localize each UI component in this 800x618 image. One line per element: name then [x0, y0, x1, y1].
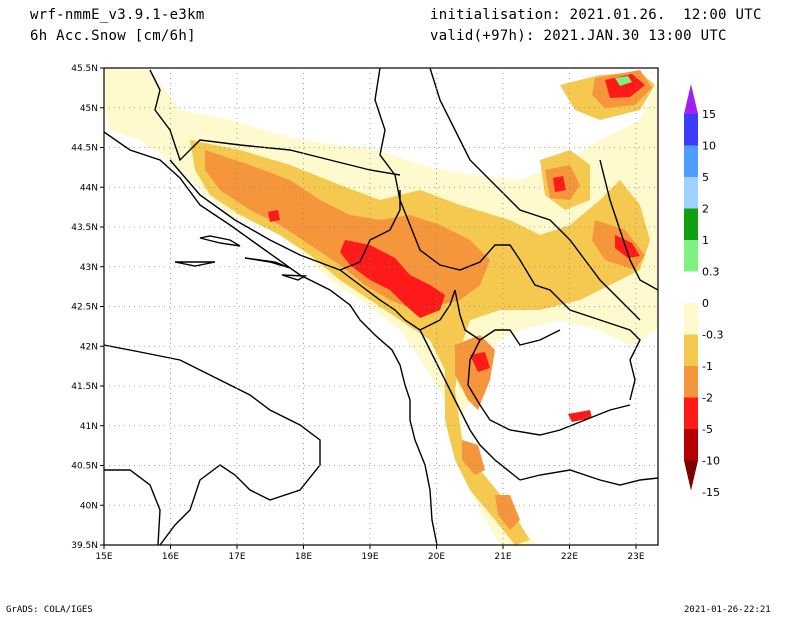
- snow-area-red-ne: [605, 74, 645, 98]
- colorbar-label: 0: [702, 297, 709, 310]
- montenegro-border: [339, 269, 456, 331]
- lon-axis: 15E 16E 17E 18E 19E 20E 21E 22E 23E: [95, 545, 645, 562]
- lon-tick-label: 19E: [361, 552, 378, 562]
- valid-time: valid(+97h): 2021.JAN.30 13:00 UTC: [430, 28, 727, 44]
- lat-tick-label: 44.5N: [71, 144, 98, 154]
- lon-tick-label: 23E: [627, 552, 644, 562]
- snow-area-green-ne: [615, 76, 632, 86]
- lat-tick-label: 39.5N: [71, 541, 98, 551]
- snow-area-orange: [205, 150, 490, 310]
- colorbar-label: -2: [702, 392, 713, 405]
- snow-area-red-s: [470, 352, 490, 372]
- serbia-border: [374, 67, 641, 401]
- island-4: [281, 274, 308, 281]
- colorbar-segment: [684, 177, 698, 209]
- colorbar-label: -0.3: [702, 329, 723, 342]
- island-2: [244, 257, 291, 269]
- colorbar-segment: [684, 240, 698, 272]
- coastlines-borders: [103, 67, 659, 546]
- lon-tick-label: 22E: [561, 552, 578, 562]
- colorbar-segment: [684, 366, 698, 398]
- colorbar-segment: [684, 208, 698, 240]
- colorbar-segment: [684, 271, 698, 303]
- snow-area-orange-south: [495, 495, 520, 530]
- colorbar-segment: [684, 303, 698, 335]
- italy-coast: [103, 344, 321, 546]
- kosovo-border: [454, 289, 561, 346]
- serbia-north: [429, 67, 641, 321]
- lon-tick-label: 18E: [295, 552, 312, 562]
- colorbar-label: 15: [702, 108, 716, 121]
- credit-label: GrADS: COLA/IGES: [6, 605, 93, 615]
- lat-tick-label: 45.5N: [71, 64, 98, 74]
- colorbar-bottom-arrow: [684, 460, 698, 491]
- model-title: wrf-nmmE_v3.9.1-e3km: [30, 7, 205, 23]
- colorbar-label: -15: [702, 486, 720, 499]
- colorbar-segment: [684, 145, 698, 177]
- field-title: 6h Acc.Snow [cm/6h]: [30, 28, 196, 44]
- lon-tick-label: 21E: [494, 552, 511, 562]
- colorbar-label: 10: [702, 140, 716, 153]
- snow-area-red-e2: [615, 235, 640, 258]
- lat-tick-label: 42.5N: [71, 303, 98, 313]
- lon-tick-label: 16E: [162, 552, 179, 562]
- lat-axis: 45.5N 45N 44.5N 44N 43.5N 43N 42.5N 42N 41.5N 41N…: [71, 64, 104, 551]
- snow-area-red-e: [553, 176, 566, 192]
- greece-border: [519, 469, 659, 486]
- colorbar-segment: [684, 429, 698, 461]
- colorbar-segment: [684, 114, 698, 146]
- colorbar-label: -1: [702, 360, 713, 373]
- lat-tick-label: 43.5N: [71, 223, 98, 233]
- lon-tick-label: 15E: [95, 552, 112, 562]
- lat-tick-label: 40N: [80, 501, 98, 511]
- snow-area-orange-sw: [462, 440, 485, 475]
- colorbar-label: -5: [702, 423, 713, 436]
- lat-tick-label: 42N: [80, 342, 98, 352]
- lat-tick-label: 44N: [80, 183, 98, 193]
- macedonia-border: [467, 339, 631, 436]
- init-time: initialisation: 2021.01.26. 12:00 UTC: [430, 7, 762, 23]
- colorbar-label: 1: [702, 234, 709, 247]
- colorbar-top-arrow: [684, 84, 698, 114]
- colorbar-label: -10: [702, 455, 720, 468]
- lon-tick-label: 17E: [228, 552, 245, 562]
- colorbar-label: 0.3: [702, 266, 720, 279]
- colorbar-label: 5: [702, 171, 709, 184]
- croatia-border-north: [149, 69, 401, 176]
- colorbar-segment: [684, 334, 698, 366]
- lat-tick-label: 43N: [80, 263, 98, 273]
- snow-area-red-se: [568, 410, 592, 422]
- colorbar: 15 10 5 2 1 0.3 0 -0.3 -1 -2 -5 -10 -15: [684, 84, 723, 499]
- lat-tick-label: 41N: [80, 422, 98, 432]
- snow-area-red: [340, 240, 445, 318]
- adriatic-coast-east: [103, 131, 438, 546]
- lat-tick-label: 40.5N: [71, 462, 98, 472]
- colorbar-label: 2: [702, 203, 709, 216]
- lat-tick-label: 41.5N: [71, 382, 98, 392]
- bulgaria-border: [599, 159, 659, 291]
- island-3: [174, 261, 216, 267]
- colorbar-segment: [684, 397, 698, 429]
- island-1: [199, 235, 241, 247]
- italy-heel: [104, 469, 161, 546]
- albania-border: [419, 329, 521, 481]
- snow-area-red-w: [268, 210, 280, 222]
- timestamp-label: 2021-01-26-22:21: [684, 605, 771, 615]
- lat-tick-label: 45N: [80, 104, 98, 114]
- lon-tick-label: 20E: [428, 552, 445, 562]
